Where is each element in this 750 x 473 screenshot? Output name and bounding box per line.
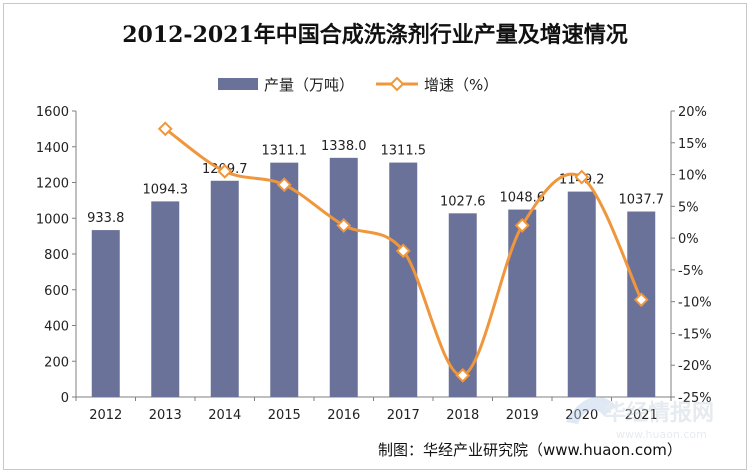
growth-point <box>455 367 471 383</box>
growth-point <box>395 243 411 259</box>
bar <box>329 157 358 397</box>
growth-point <box>574 169 590 185</box>
right-tick-label: 10% <box>678 169 707 184</box>
x-tick-label: 2012 <box>89 408 122 423</box>
growth-point <box>514 217 530 233</box>
left-tick-label: 1200 <box>36 177 69 192</box>
x-tick-label: 2018 <box>446 408 479 423</box>
bar <box>270 162 299 397</box>
bar <box>508 209 537 397</box>
growth-point <box>157 121 173 137</box>
right-tick-label: -25% <box>678 391 712 406</box>
bar-value-label: 1037.7 <box>619 193 665 208</box>
watermark-logo-icon <box>566 396 616 424</box>
bar <box>151 201 180 397</box>
bar-value-label: 1027.6 <box>440 194 486 209</box>
legend-line-label: 增速（%） <box>424 76 498 94</box>
right-tick-label: 20% <box>678 105 707 120</box>
x-tick-label: 2019 <box>506 408 539 423</box>
bar-series <box>91 157 656 397</box>
bar-value-label: 1311.1 <box>262 144 308 159</box>
left-tick-label: 200 <box>44 355 69 370</box>
bar <box>210 180 239 397</box>
left-tick-label: 400 <box>44 320 69 335</box>
right-tick-label: -15% <box>678 327 712 342</box>
right-tick-label: -5% <box>678 264 703 279</box>
x-tick-label: 2015 <box>268 408 301 423</box>
watermark-text: 华经情报网 <box>604 400 714 426</box>
right-tick-label: 0% <box>678 232 699 247</box>
right-tick-label: -10% <box>678 296 712 311</box>
bar-value-label: 1048.6 <box>500 191 546 206</box>
x-tick-label: 2016 <box>327 408 360 423</box>
growth-line <box>164 127 643 377</box>
right-tick-label: -20% <box>678 359 712 374</box>
left-tick-label: 0 <box>61 391 69 406</box>
bar-value-label: 1094.3 <box>143 182 189 197</box>
left-tick-label: 600 <box>44 284 69 299</box>
chart: 2012-2021年中国合成洗涤剂行业产量及增速情况 产量（万吨） 增速（%） … <box>36 22 714 459</box>
x-tick-label: 2020 <box>565 408 598 423</box>
chart-frame: 2012-2021年中国合成洗涤剂行业产量及增速情况 产量（万吨） 增速（%） … <box>3 3 747 470</box>
growth-point <box>633 292 649 308</box>
growth-line-series <box>157 121 649 383</box>
bar <box>567 191 596 397</box>
x-tick-label: 2021 <box>625 408 658 423</box>
bar-value-label: 1311.5 <box>381 144 427 159</box>
x-tick-label: 2014 <box>208 408 241 423</box>
bar-value-label: 933.8 <box>87 211 124 226</box>
chart-credit: 制图：华经产业研究院（www.huaon.com） <box>378 441 682 459</box>
left-tick-label: 1400 <box>36 141 69 156</box>
growth-point <box>217 163 233 179</box>
x-tick-label: 2017 <box>387 408 420 423</box>
x-tick-label: 2013 <box>149 408 182 423</box>
watermark-url: www.huaon.com <box>616 428 707 441</box>
legend-bar-label: 产量（万吨） <box>264 76 354 94</box>
legend: 产量（万吨） 增速（%） <box>218 76 498 94</box>
left-tick-label: 1000 <box>36 212 69 227</box>
bar-value-label: 1338.0 <box>321 139 367 154</box>
bar <box>91 230 120 397</box>
left-tick-label: 800 <box>44 248 69 263</box>
chart-title: 2012-2021年中国合成洗涤剂行业产量及增速情况 <box>122 22 628 48</box>
legend-bar-swatch <box>218 78 258 90</box>
bar <box>389 162 418 397</box>
watermark: 华经情报网 www.huaon.com <box>566 396 714 441</box>
right-tick-label: 15% <box>678 137 707 152</box>
left-tick-label: 1600 <box>36 105 69 120</box>
legend-line-marker <box>389 76 405 92</box>
growth-point <box>276 177 292 193</box>
growth-point <box>336 217 352 233</box>
right-tick-label: 5% <box>678 200 699 215</box>
axes: 0 200 400 600 800 1000 1200 1400 1600 -25% -20% -15… <box>36 105 712 423</box>
